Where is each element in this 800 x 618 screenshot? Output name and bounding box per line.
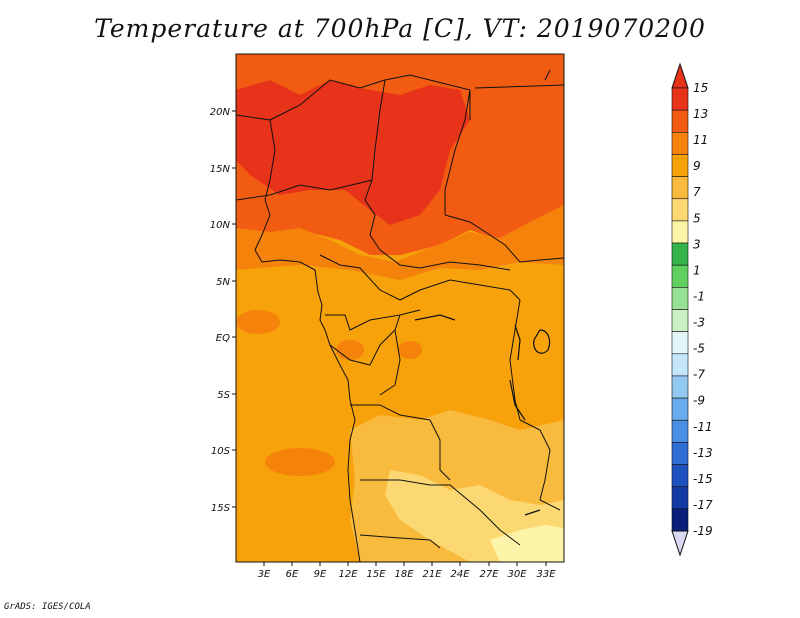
lat-label: EQ [216,333,230,344]
colorbar-box [671,198,689,222]
colorbar-box [671,419,689,443]
lat-label: 10N [210,220,231,231]
lat-label: 10S [211,446,231,457]
lon-label: 15E [366,569,386,580]
colorbar-label: -17 [693,498,713,512]
colorbar-label: -13 [693,446,713,460]
lon-label: 12E [338,569,358,580]
colorbar-box [671,309,689,332]
colorbar-box [671,287,689,310]
colorbar-box [671,109,689,133]
lon-axis: 3E 6E 9E 12E 15E 18E 21E 24E 27E 30E 33E [258,562,556,580]
field-sahel-north [236,80,470,225]
colorbar-label: -11 [693,420,713,434]
colorbar-bottom-arrow [671,530,689,557]
field-patch-center [336,340,364,360]
colorbar-label: -9 [693,394,705,408]
colorbar-label: -15 [693,472,713,486]
lat-label: 15N [210,164,231,175]
lon-label: 30E [507,569,527,580]
colorbar-box [671,508,689,532]
map-title: Temperature at 700hPa [C], VT: 201907020… [94,14,706,43]
colorbar-top-arrow [671,62,689,89]
lon-label: 3E [258,569,271,580]
lon-label: 18E [394,569,414,580]
colorbar-label: 5 [693,211,701,225]
lat-axis: 20N 15N 10N 5N EQ 5S 10S 15S [210,107,236,514]
colorbar-box [671,87,689,111]
colorbar-box [671,132,689,155]
colorbar-label: -3 [693,316,705,330]
colorbar-box [671,397,689,421]
colorbar: 15 13 11 9 7 5 3 1 -1 -3 -5 -7 -9 -11 -13 -15 -17 -19 [671,62,713,557]
colorbar-box [671,486,689,510]
lon-label: 21E [422,569,442,580]
lat-label: 20N [210,107,231,118]
colorbar-label: -1 [693,289,705,303]
field-patch-west [236,310,280,334]
colorbar-label: 15 [693,81,708,95]
lon-label: 24E [450,569,470,580]
colorbar-box [671,242,689,266]
colorbar-box [671,176,689,200]
colorbar-box [671,464,689,487]
lakes [414,314,551,516]
colorbar-label: 13 [693,107,708,121]
colorbar-boxes [671,87,689,532]
colorbar-box [671,353,689,377]
colorbar-box [671,154,689,177]
colorbar-label: 7 [693,185,701,199]
lat-label: 15S [211,503,231,514]
colorbar-label: 1 [693,263,701,277]
colorbar-box [671,331,689,355]
temperature-field [236,54,564,562]
map-frame [235,53,565,563]
colorbar-box [671,264,689,288]
colorbar-label: -5 [693,342,705,356]
colorbar-label: 9 [693,159,701,173]
lon-label: 27E [479,569,499,580]
field-west-hot [236,205,564,280]
field-patch-southwest [265,448,335,476]
colorbar-label: 11 [693,133,708,147]
colorbar-labels: 15 13 11 9 7 5 3 1 -1 -3 -5 -7 -9 -11 -13 -15 -17 -19 [693,81,713,538]
colorbar-label: -19 [693,524,713,538]
colorbar-box [671,220,689,244]
colorbar-label: -7 [693,368,705,382]
field-far-southeast [490,525,564,562]
colorbar-box [671,442,689,465]
credit-text: GrADS: IGES/COLA [4,602,91,612]
lon-label: 6E [286,569,299,580]
lat-label: 5S [217,390,230,401]
colorbar-box [671,375,689,399]
lon-label: 9E [314,569,327,580]
lon-label: 33E [536,569,556,580]
lat-label: 5N [216,277,230,288]
colorbar-label: 3 [693,237,701,251]
field-patch-east [398,341,422,359]
country-borders [236,69,564,562]
